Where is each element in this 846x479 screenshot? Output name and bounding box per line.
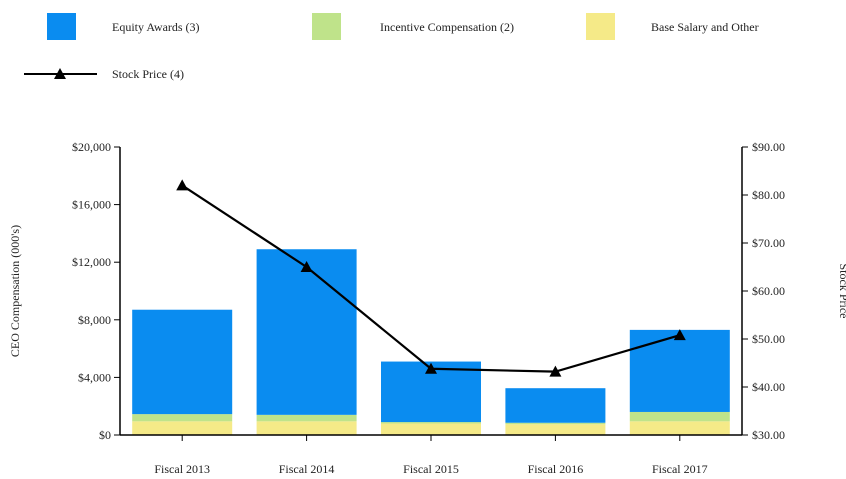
bar-base-salary-and-other-fiscal-2016 bbox=[505, 424, 606, 435]
bar-equity-awards-3-fiscal-2013 bbox=[132, 309, 233, 415]
bar-equity-awards-3-fiscal-2017 bbox=[629, 329, 730, 412]
x-axis-tick-label-fiscal-2014: Fiscal 2014 bbox=[279, 462, 335, 476]
left-axis-tick-label: $20,000 bbox=[72, 140, 111, 154]
bar-base-salary-and-other-fiscal-2017 bbox=[629, 421, 730, 435]
x-axis-tick-label-fiscal-2017: Fiscal 2017 bbox=[652, 462, 708, 476]
right-axis-tick-label: $40.00 bbox=[752, 380, 785, 394]
x-axis-tick-label-fiscal-2013: Fiscal 2013 bbox=[154, 462, 210, 476]
bar-base-salary-and-other-fiscal-2014 bbox=[256, 421, 357, 435]
bar-incentive-compensation-2-fiscal-2017 bbox=[629, 411, 730, 422]
left-axis-tick-label: $4,000 bbox=[78, 370, 111, 384]
stock-price-marker-fiscal-2013 bbox=[176, 179, 189, 191]
legend-label-incentive-compensation-2: Incentive Compensation (2) bbox=[380, 20, 514, 34]
right-axis-tick-label: $50.00 bbox=[752, 332, 785, 346]
legend-marker-stock-price bbox=[54, 68, 66, 79]
legend-swatch-incentive-compensation-2 bbox=[312, 13, 341, 40]
right-axis-title: Stock Price bbox=[837, 264, 846, 319]
stock-price-marker-fiscal-2017 bbox=[673, 329, 686, 341]
right-axis-tick-label: $30.00 bbox=[752, 428, 785, 442]
right-axis-tick-label: $80.00 bbox=[752, 188, 785, 202]
stock-price-marker-fiscal-2016 bbox=[549, 365, 562, 377]
legend-swatch-base-salary-and-other bbox=[586, 13, 615, 40]
axes: $0 $4,000 $8,000 $12,000 $16,000 $20,000 $30.0… bbox=[8, 140, 846, 476]
bar-incentive-compensation-2-fiscal-2015 bbox=[381, 422, 481, 424]
x-axis-tick-label-fiscal-2016: Fiscal 2016 bbox=[528, 462, 584, 476]
legend-label-base-salary-and-other: Base Salary and Other bbox=[651, 20, 759, 34]
bar-equity-awards-3-fiscal-2016 bbox=[505, 388, 606, 423]
stock-price-marker-fiscal-2014 bbox=[300, 261, 313, 272]
bar-base-salary-and-other-fiscal-2015 bbox=[381, 423, 481, 435]
left-axis-title: CEO Compensation (000's) bbox=[8, 225, 22, 357]
legend-label-equity-awards-3: Equity Awards (3) bbox=[112, 20, 200, 34]
bar-incentive-compensation-2-fiscal-2016 bbox=[505, 422, 606, 425]
stock-price-marker-fiscal-2015 bbox=[425, 362, 437, 374]
right-axis-tick-label: $70.00 bbox=[752, 236, 785, 250]
legend: Equity Awards (3) Incentive Compensation … bbox=[24, 13, 759, 81]
left-axis-tick-label: $0 bbox=[99, 428, 111, 442]
bars bbox=[132, 249, 730, 435]
x-axis-tick-label-fiscal-2015: Fiscal 2015 bbox=[403, 462, 459, 476]
left-axis-tick-label: $16,000 bbox=[72, 198, 111, 212]
bar-equity-awards-3-fiscal-2014 bbox=[256, 249, 357, 415]
stock-price-line bbox=[176, 179, 686, 377]
bar-incentive-compensation-2-fiscal-2013 bbox=[132, 414, 233, 422]
right-axis-tick-label: $90.00 bbox=[752, 140, 785, 154]
legend-label-stock-price-4: Stock Price (4) bbox=[112, 67, 184, 81]
bar-incentive-compensation-2-fiscal-2014 bbox=[256, 414, 357, 422]
bar-base-salary-and-other-fiscal-2013 bbox=[132, 421, 233, 435]
left-axis-tick-label: $12,000 bbox=[72, 255, 111, 269]
right-axis-tick-label: $60.00 bbox=[752, 284, 785, 298]
legend-swatch-equity-awards-3 bbox=[47, 13, 76, 40]
left-axis-tick-label: $8,000 bbox=[78, 313, 111, 327]
